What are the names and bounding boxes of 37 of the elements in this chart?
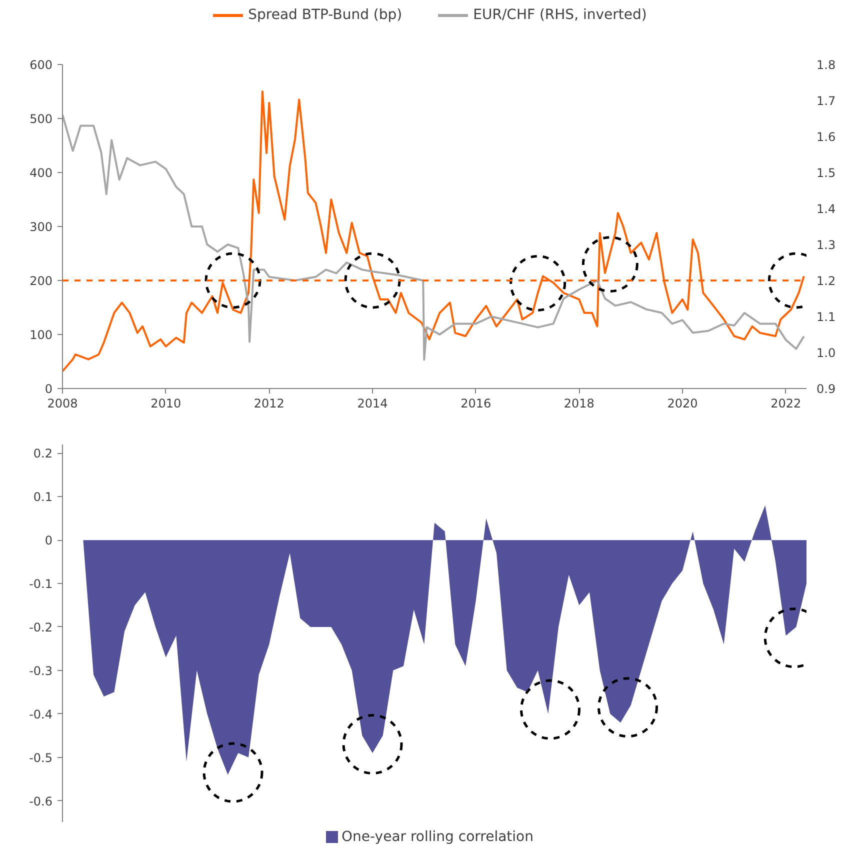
y-tick-label: 300: [30, 220, 52, 234]
x-tick-label: 2012: [254, 396, 284, 410]
y2-tick-label: 1.7: [816, 94, 836, 108]
y-tick-label: 0.1: [33, 490, 53, 504]
y2-tick-label: 1.4: [816, 202, 836, 216]
y-tick-label: -0.4: [29, 707, 53, 722]
y2-tick-label: 1.1: [816, 310, 836, 324]
x-tick-label: 2022: [770, 396, 802, 410]
legend-label: Spread BTP-Bund (bp): [248, 7, 402, 24]
y-tick-label: 600: [30, 58, 52, 72]
x-tick-label: 2016: [460, 396, 492, 410]
y2-tick-label: 1.8: [816, 58, 836, 72]
y-tick-label: -0.6: [29, 794, 53, 808]
y2-tick-label: 1.6: [816, 130, 836, 144]
y-tick-label: 400: [30, 166, 52, 180]
y-tick-label: 0: [44, 382, 53, 396]
y-tick-label: 500: [30, 112, 52, 126]
y-tick-label: 200: [30, 274, 52, 288]
legend-label: EUR/CHF (RHS, inverted): [473, 7, 647, 24]
y2-tick-label: 1.5: [816, 166, 836, 180]
y-tick-label: 0.2: [33, 446, 53, 461]
legend-label: One-year rolling correlation: [341, 829, 534, 846]
y-tick-label: -0.5: [29, 750, 53, 765]
y2-tick-label: 1.2: [816, 274, 836, 288]
y2-tick-label: 1.0: [816, 346, 836, 360]
y-tick-label: 100: [30, 328, 52, 342]
x-tick-label: 2010: [150, 396, 182, 410]
y-tick-label: -0.1: [29, 577, 53, 592]
y-tick-label: 0: [44, 534, 53, 548]
y2-tick-label: 0.9: [816, 382, 836, 396]
x-tick-label: 2018: [564, 396, 594, 410]
y2-tick-label: 1.3: [816, 238, 836, 252]
x-tick-label: 2020: [667, 396, 698, 410]
y-tick-label: -0.3: [29, 664, 53, 678]
x-tick-label: 2008: [47, 396, 78, 410]
x-tick-label: 2014: [357, 396, 388, 410]
y-tick-label: -0.2: [29, 620, 53, 634]
